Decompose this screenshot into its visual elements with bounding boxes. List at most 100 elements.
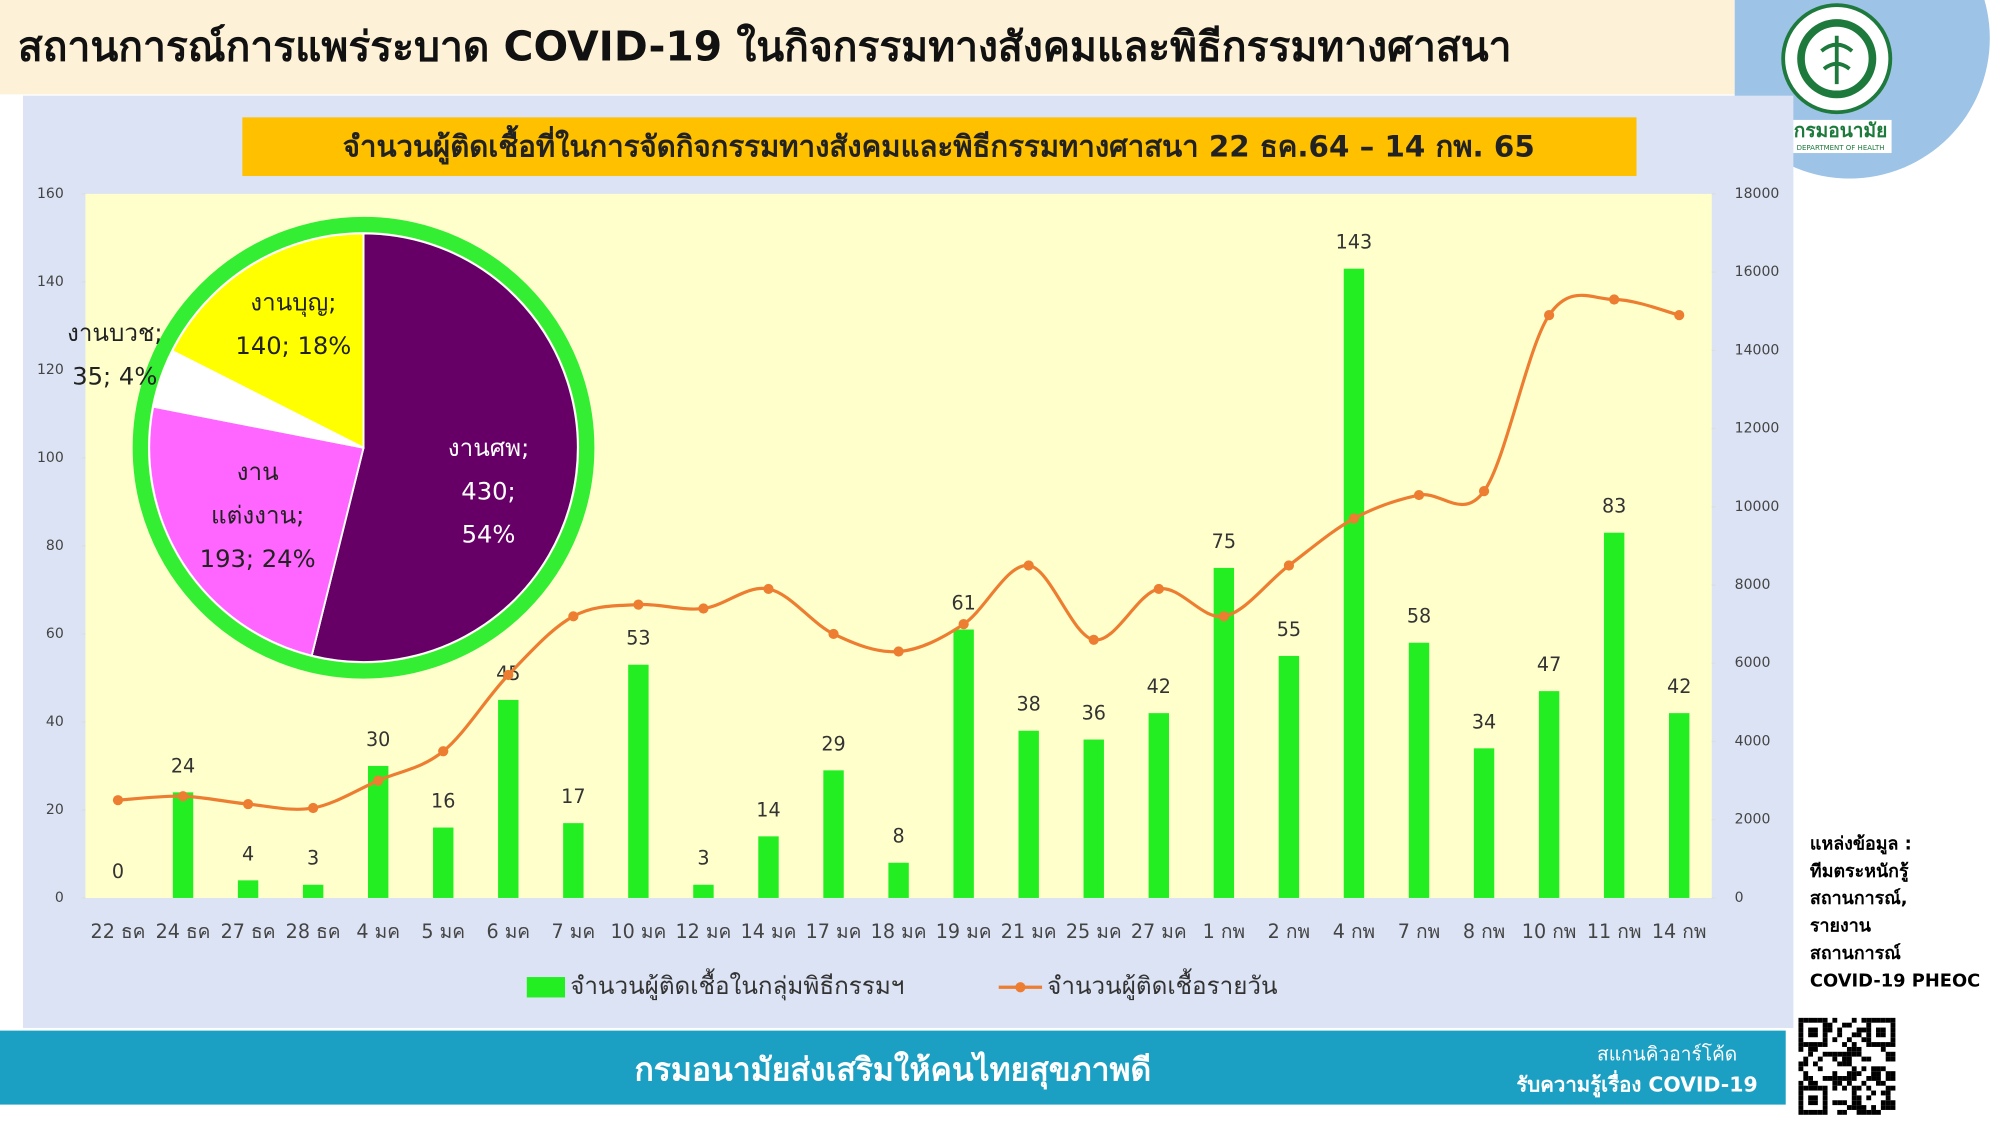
qr-cell bbox=[1798, 1090, 1804, 1096]
pie-slice bbox=[171, 232, 365, 450]
qr-cell bbox=[1813, 1100, 1818, 1106]
qr-cell bbox=[1813, 1095, 1818, 1101]
qr-cell bbox=[1846, 1056, 1852, 1062]
qr-cell bbox=[1832, 1056, 1838, 1062]
qr-cell bbox=[1880, 1100, 1886, 1106]
bar bbox=[172, 792, 194, 898]
logo-subtext: DEPARTMENT OF HEALTH bbox=[1797, 143, 1885, 152]
bar bbox=[367, 765, 389, 898]
line-marker bbox=[1153, 583, 1164, 595]
bar bbox=[823, 770, 844, 898]
qr-cell bbox=[1803, 1071, 1809, 1077]
qr-cell bbox=[1876, 1017, 1881, 1023]
qr-cell bbox=[1851, 1085, 1857, 1091]
qr-cell bbox=[1813, 1042, 1818, 1047]
qr-cell bbox=[1846, 1022, 1852, 1028]
qr-cell bbox=[1832, 1037, 1838, 1043]
x-tick-label: 4 มค bbox=[356, 920, 400, 943]
bar-value-label: 14 bbox=[756, 798, 780, 821]
qr-caption: สแกนคิวอาร์โค้ด bbox=[1597, 1042, 1737, 1065]
qr-cell bbox=[1813, 1061, 1818, 1067]
qr-cell bbox=[1832, 1100, 1838, 1106]
y2-tick-label: 18000 bbox=[1735, 186, 1780, 202]
chart-title-box bbox=[242, 117, 1637, 177]
bar-value-label: 143 bbox=[1336, 231, 1373, 254]
qr-cell bbox=[1842, 1085, 1847, 1091]
qr-cell bbox=[1798, 1080, 1804, 1086]
qr-cell bbox=[1856, 1105, 1862, 1110]
bar-value-label: 61 bbox=[951, 592, 975, 615]
x-tick-label: 5 มค bbox=[421, 920, 465, 943]
qr-cell bbox=[1890, 1017, 1896, 1023]
qr-cell bbox=[1871, 1017, 1877, 1023]
qr-cell bbox=[1866, 1042, 1872, 1047]
qr-cell bbox=[1876, 1066, 1881, 1072]
bar-value-label: 38 bbox=[1017, 693, 1041, 716]
qr-cell bbox=[1846, 1051, 1852, 1057]
line-marker bbox=[177, 791, 189, 802]
line-marker bbox=[242, 798, 254, 810]
bar bbox=[1343, 268, 1365, 898]
bar bbox=[1669, 713, 1690, 898]
qr-cell bbox=[1885, 1051, 1891, 1057]
y-tick-label: 20 bbox=[46, 802, 64, 818]
qr-cell bbox=[1822, 1100, 1828, 1106]
qr-cell bbox=[1885, 1042, 1891, 1047]
qr-cell bbox=[1832, 1080, 1838, 1086]
bar bbox=[888, 862, 909, 898]
qr-cell bbox=[1798, 1095, 1804, 1101]
y-tick-label: 160 bbox=[37, 186, 64, 202]
y2-tick-label: 2000 bbox=[1735, 812, 1771, 828]
header-bar bbox=[0, 0, 1735, 95]
pie-label: งานศพ; bbox=[448, 434, 529, 462]
qr-cell bbox=[1822, 1037, 1828, 1043]
qr-cell bbox=[1837, 1080, 1843, 1086]
qr-cell bbox=[1842, 1042, 1847, 1047]
qr-cell bbox=[1808, 1080, 1814, 1086]
qr-cell bbox=[1890, 1037, 1896, 1043]
bar bbox=[1538, 691, 1560, 898]
qr-cell bbox=[1798, 1037, 1804, 1043]
y-tick-label: 80 bbox=[46, 538, 64, 554]
line-marker bbox=[1478, 486, 1490, 497]
qr-cell bbox=[1856, 1085, 1862, 1091]
qr-cell bbox=[1822, 1105, 1828, 1110]
bar-value-label: 8 bbox=[893, 825, 905, 848]
qr-cell bbox=[1803, 1042, 1809, 1047]
qr-cell bbox=[1827, 1076, 1833, 1081]
qr-cell bbox=[1798, 1017, 1804, 1023]
chart-title: จำนวนผู้ติดเชื้อที่ในการจัดกิจกรรมทางสัง… bbox=[343, 124, 1535, 164]
qr-cell bbox=[1890, 1076, 1896, 1081]
qr-cell bbox=[1866, 1056, 1872, 1062]
x-tick-label: 24 ธค bbox=[156, 920, 211, 943]
qr-cell bbox=[1856, 1100, 1862, 1106]
qr-cell bbox=[1851, 1032, 1857, 1038]
qr-cell bbox=[1817, 1085, 1823, 1091]
qr-cell bbox=[1885, 1090, 1891, 1096]
qr-cell bbox=[1803, 1017, 1809, 1023]
qr-cell bbox=[1832, 1017, 1838, 1023]
qr-cell bbox=[1846, 1046, 1852, 1052]
bar-value-label: 58 bbox=[1407, 605, 1431, 628]
qr-cell bbox=[1808, 1100, 1814, 1106]
line-marker bbox=[373, 775, 384, 786]
bar bbox=[498, 699, 519, 898]
qr-cell bbox=[1798, 1085, 1804, 1091]
qr-cell bbox=[1822, 1032, 1828, 1038]
qr-cell bbox=[1890, 1056, 1896, 1062]
qr-cell bbox=[1871, 1076, 1877, 1081]
y-tick-label: 60 bbox=[46, 626, 64, 642]
x-tick-label: 4 กพ bbox=[1333, 920, 1375, 943]
qr-cell bbox=[1880, 1066, 1886, 1072]
qr-cell bbox=[1813, 1080, 1818, 1086]
qr-cell bbox=[1827, 1051, 1833, 1057]
qr-cell bbox=[1851, 1095, 1857, 1101]
y2-tick-label: 14000 bbox=[1735, 342, 1780, 358]
x-tick-label: 6 มค bbox=[486, 920, 530, 943]
page-title: สถานการณ์การแพร่ระบาด COVID-19 ในกิจกรรม… bbox=[18, 23, 1512, 71]
qr-cell bbox=[1851, 1105, 1857, 1110]
pie-label: 430; bbox=[461, 477, 515, 505]
footer-bar bbox=[0, 1030, 1786, 1105]
bar-value-label: 42 bbox=[1667, 675, 1691, 698]
line-marker bbox=[633, 599, 644, 610]
